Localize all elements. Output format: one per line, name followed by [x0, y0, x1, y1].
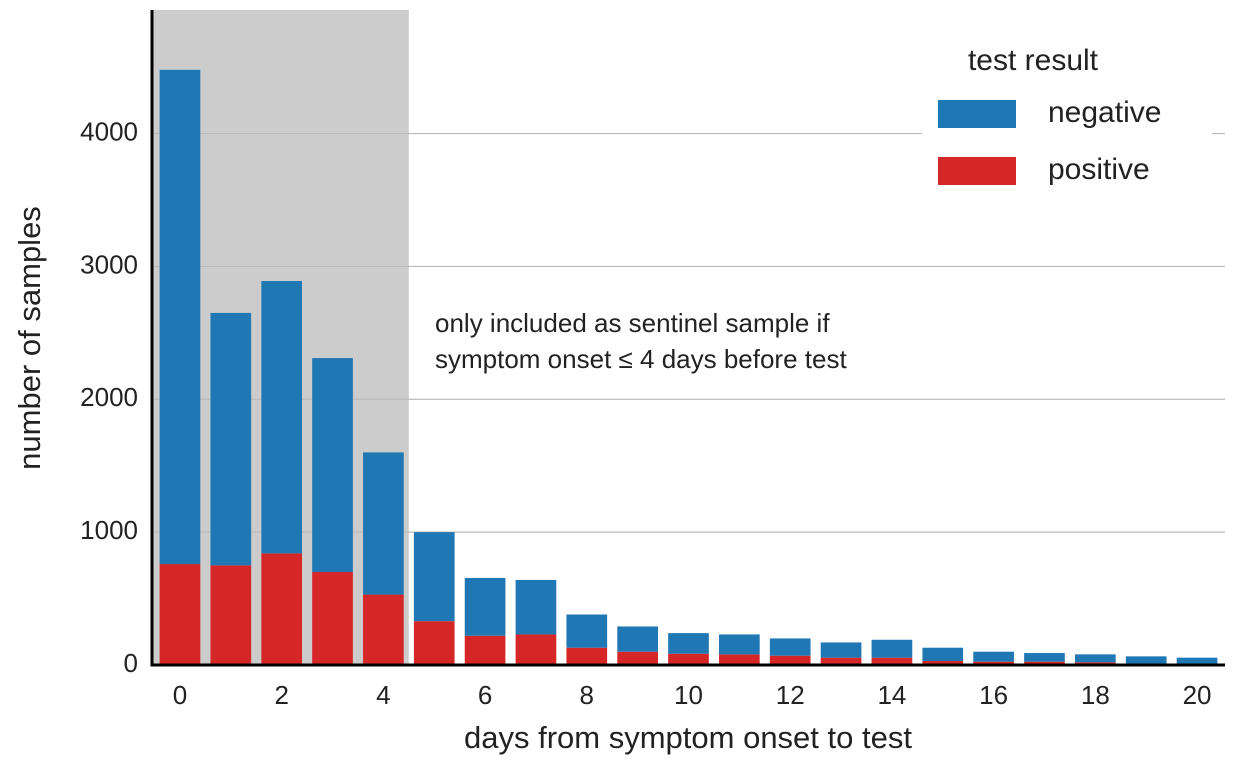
- bar-segment: [210, 565, 252, 665]
- legend-swatch: [938, 157, 1016, 185]
- bar-segment: [464, 577, 506, 636]
- x-tick-label: 8: [580, 680, 594, 710]
- bar-segment: [719, 634, 760, 655]
- bar-segment: [922, 647, 964, 662]
- bar-segment: [769, 655, 811, 665]
- bar-segment: [973, 651, 1014, 662]
- x-tick-label: 4: [376, 680, 390, 710]
- bar-segment: [769, 638, 811, 656]
- x-tick-label: 2: [274, 680, 288, 710]
- bar-segment: [617, 626, 658, 652]
- x-tick-label: 18: [1081, 680, 1110, 710]
- bar-segment: [719, 654, 760, 665]
- x-tick-label: 14: [877, 680, 906, 710]
- x-tick-label: 12: [776, 680, 805, 710]
- bar-segment: [922, 661, 964, 665]
- bar-segment: [210, 312, 252, 566]
- legend-swatch: [938, 100, 1016, 128]
- bar-segment: [1176, 657, 1218, 665]
- x-tick-label: 6: [478, 680, 492, 710]
- x-tick-label: 16: [979, 680, 1008, 710]
- bar-segment: [312, 358, 353, 572]
- y-tick-label: 2000: [80, 382, 138, 412]
- legend-label: negative: [1048, 96, 1161, 129]
- y-tick-label: 4000: [80, 116, 138, 146]
- x-tick-label: 10: [674, 680, 703, 710]
- bar-segment: [668, 653, 709, 665]
- bar-segment: [515, 634, 557, 665]
- x-tick-label: 0: [173, 680, 187, 710]
- bar-segment: [871, 639, 913, 658]
- x-tick-label: 20: [1183, 680, 1212, 710]
- bar-segment: [312, 571, 353, 665]
- bar-segment: [820, 642, 862, 658]
- y-tick-label: 3000: [80, 249, 138, 279]
- bar-segment: [871, 657, 913, 665]
- bar-segment: [261, 553, 303, 665]
- bar-segment: [668, 633, 709, 654]
- bar-segment: [515, 579, 557, 635]
- x-axis-label: days from symptom onset to test: [464, 720, 912, 755]
- bar-segment: [566, 614, 608, 648]
- bar-segment: [261, 281, 303, 554]
- annotation: only included as sentinel sample if: [435, 308, 830, 338]
- bar-segment: [363, 452, 404, 595]
- bar-segment: [820, 657, 862, 665]
- bar-segment: [363, 594, 404, 665]
- bar-segment: [1074, 654, 1116, 663]
- bar-segment: [159, 564, 201, 665]
- bar-segment: [617, 651, 658, 665]
- bar-segment: [1024, 653, 1065, 662]
- bar-segment: [464, 635, 506, 665]
- annotation: symptom onset ≤ 4 days before test: [435, 344, 847, 374]
- y-tick-label: 1000: [80, 515, 138, 545]
- bar-segment: [413, 532, 455, 622]
- bar-segment: [1024, 661, 1065, 665]
- bar-segment: [159, 69, 201, 565]
- legend-label: positive: [1048, 153, 1150, 186]
- bar-segment: [413, 621, 455, 665]
- bar-segment: [973, 661, 1014, 665]
- legend-title: test result: [968, 44, 1099, 77]
- y-tick-label: 0: [124, 648, 138, 678]
- bar-segment: [566, 647, 608, 665]
- y-axis-label: number of samples: [12, 206, 47, 470]
- bar-segment: [1125, 656, 1167, 664]
